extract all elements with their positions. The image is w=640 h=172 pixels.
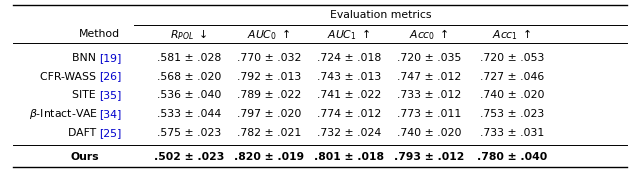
Text: .780 ± .040: .780 ± .040	[477, 152, 547, 162]
Text: .733 ± .031: .733 ± .031	[480, 128, 544, 138]
Text: $AUC_0$ $\uparrow$: $AUC_0$ $\uparrow$	[247, 27, 291, 42]
Text: .568 ± .020: .568 ± .020	[157, 72, 221, 82]
Text: BNN: BNN	[72, 53, 99, 63]
Text: .732 ± .024: .732 ± .024	[317, 128, 381, 138]
Text: .820 ± .019: .820 ± .019	[234, 152, 304, 162]
Text: SITE: SITE	[72, 90, 99, 100]
Text: Ours: Ours	[70, 152, 99, 162]
Text: $Acc_0$ $\uparrow$: $Acc_0$ $\uparrow$	[409, 27, 449, 42]
Text: .740 ± .020: .740 ± .020	[480, 90, 544, 100]
Text: .733 ± .012: .733 ± .012	[397, 90, 461, 100]
Text: .581 ± .028: .581 ± .028	[157, 53, 221, 63]
Text: DAFT: DAFT	[68, 128, 99, 138]
Text: .782 ± .021: .782 ± .021	[237, 128, 301, 138]
Text: $AUC_1$ $\uparrow$: $AUC_1$ $\uparrow$	[327, 27, 371, 42]
Text: .720 ± .053: .720 ± .053	[480, 53, 544, 63]
Text: .743 ± .013: .743 ± .013	[317, 72, 381, 82]
Text: .720 ± .035: .720 ± .035	[397, 53, 461, 63]
Text: .773 ± .011: .773 ± .011	[397, 109, 461, 119]
Text: $R_{POL}$ $\downarrow$: $R_{POL}$ $\downarrow$	[170, 27, 207, 42]
Text: .770 ± .032: .770 ± .032	[237, 53, 301, 63]
Text: Method: Method	[79, 29, 120, 39]
Text: [35]: [35]	[99, 90, 122, 100]
Text: .724 ± .018: .724 ± .018	[317, 53, 381, 63]
Text: [34]: [34]	[99, 109, 122, 119]
Text: CFR-WASS: CFR-WASS	[40, 72, 99, 82]
Text: .741 ± .022: .741 ± .022	[317, 90, 381, 100]
Text: [19]: [19]	[99, 53, 122, 63]
Text: [26]: [26]	[99, 72, 122, 82]
Text: .789 ± .022: .789 ± .022	[237, 90, 301, 100]
Text: .575 ± .023: .575 ± .023	[157, 128, 221, 138]
Text: .536 ± .040: .536 ± .040	[157, 90, 221, 100]
Text: .753 ± .023: .753 ± .023	[480, 109, 544, 119]
Text: $\beta$-Intact-VAE: $\beta$-Intact-VAE	[29, 107, 99, 121]
Text: .801 ± .018: .801 ± .018	[314, 152, 384, 162]
Text: Evaluation metrics: Evaluation metrics	[330, 10, 431, 20]
Text: $Acc_1$ $\uparrow$: $Acc_1$ $\uparrow$	[492, 27, 532, 42]
Text: .774 ± .012: .774 ± .012	[317, 109, 381, 119]
Text: .502 ± .023: .502 ± .023	[154, 152, 224, 162]
Text: .792 ± .013: .792 ± .013	[237, 72, 301, 82]
Text: .727 ± .046: .727 ± .046	[480, 72, 544, 82]
Text: .793 ± .012: .793 ± .012	[394, 152, 464, 162]
Text: .740 ± .020: .740 ± .020	[397, 128, 461, 138]
Text: .747 ± .012: .747 ± .012	[397, 72, 461, 82]
Text: [25]: [25]	[99, 128, 122, 138]
Text: .533 ± .044: .533 ± .044	[157, 109, 221, 119]
Text: .797 ± .020: .797 ± .020	[237, 109, 301, 119]
